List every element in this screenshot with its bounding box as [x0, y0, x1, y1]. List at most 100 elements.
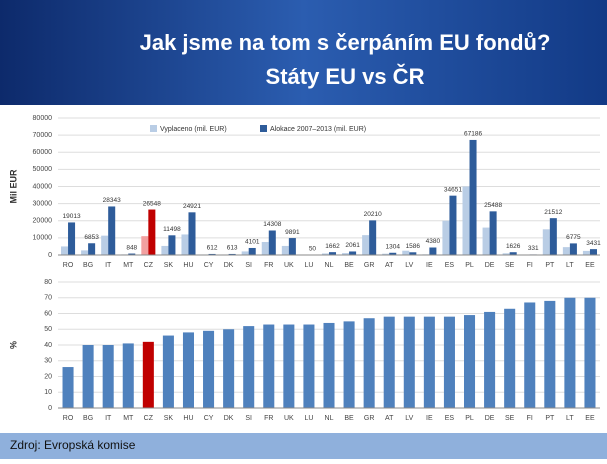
x-tick-label: BE: [344, 415, 354, 422]
bar: [242, 251, 249, 255]
bar: [262, 242, 269, 255]
bar: [563, 247, 570, 255]
bar: [303, 325, 314, 408]
x-tick-label: CZ: [144, 262, 154, 269]
x-tick-label: LT: [566, 415, 574, 422]
x-tick-label: SI: [245, 415, 252, 422]
y-tick-label: 20: [44, 373, 52, 380]
bar: [263, 325, 274, 408]
value-label: 28343: [103, 197, 121, 204]
value-label: 11498: [163, 226, 181, 233]
x-tick-label: CY: [204, 415, 214, 422]
x-tick-label: SK: [164, 262, 174, 269]
x-tick-label: SI: [245, 262, 252, 269]
y-tick-label: 30: [44, 358, 52, 365]
y-tick-label: 10000: [33, 235, 53, 242]
legend-label: Vyplaceno (mil. EUR): [160, 126, 227, 133]
bar: [68, 222, 75, 255]
value-label: 613: [227, 245, 238, 252]
y-tick-label: 80000: [33, 115, 53, 122]
bar: [384, 317, 395, 408]
x-tick-label: MT: [123, 415, 134, 422]
value-label: 1626: [506, 243, 521, 250]
y-tick-label: 20000: [33, 218, 53, 225]
x-tick-label: PL: [465, 415, 474, 422]
value-label: 26548: [143, 200, 161, 207]
bar: [544, 301, 555, 408]
bar: [108, 206, 115, 255]
bar: [583, 251, 590, 255]
x-tick-label: SE: [505, 415, 515, 422]
bar: [349, 251, 356, 255]
value-label: 1586: [406, 243, 421, 250]
y-tick-label: 60000: [33, 149, 53, 156]
x-tick-label: DE: [485, 415, 495, 422]
bar: [249, 248, 256, 255]
x-tick-label: UK: [284, 262, 294, 269]
y-tick-label: 50000: [33, 166, 53, 173]
y-tick-label: 70000: [33, 132, 53, 139]
x-tick-label: FI: [527, 415, 533, 422]
x-tick-label: UK: [284, 415, 294, 422]
bar: [101, 236, 108, 255]
x-tick-label: MT: [123, 262, 134, 269]
x-tick-label: NL: [325, 415, 334, 422]
value-label: 34651: [444, 186, 462, 193]
bar: [590, 249, 597, 255]
bar: [103, 345, 114, 408]
value-label: 14308: [263, 221, 281, 228]
bar: [61, 246, 68, 255]
x-tick-label: HU: [183, 262, 193, 269]
x-tick-label: LT: [566, 262, 574, 269]
bar: [550, 218, 557, 255]
x-tick-label: EE: [585, 262, 595, 269]
x-tick-label: SE: [505, 262, 515, 269]
bar: [168, 235, 175, 255]
value-label: 24921: [183, 203, 201, 210]
bar: [323, 323, 334, 408]
x-tick-label: DK: [224, 415, 234, 422]
x-tick-label: PT: [545, 262, 555, 269]
value-label: 6775: [566, 234, 581, 241]
y-tick-label: 60: [44, 310, 52, 317]
bar: [143, 342, 154, 408]
bar: [424, 317, 435, 408]
bar: [269, 230, 276, 255]
x-tick-label: LV: [405, 262, 413, 269]
x-tick-label: IE: [426, 415, 433, 422]
x-tick-label: PT: [545, 415, 555, 422]
bar: [141, 236, 148, 255]
y-tick-label: 40000: [33, 183, 53, 190]
bar: [470, 140, 477, 255]
bar: [564, 298, 575, 408]
bar: [584, 298, 595, 408]
y-tick-label: 10: [44, 389, 52, 396]
bar: [282, 246, 289, 255]
value-label: 612: [207, 245, 218, 252]
x-tick-label: AT: [385, 415, 394, 422]
bar: [444, 317, 455, 408]
y-tick-label: 40: [44, 342, 52, 349]
bar: [484, 312, 495, 408]
value-label: 4101: [245, 239, 260, 246]
legend-swatch: [260, 125, 267, 132]
x-tick-label: LU: [304, 415, 313, 422]
bar: [570, 243, 577, 255]
bar: [504, 309, 515, 408]
bar: [524, 302, 535, 408]
slide: Jak jsme na tom s čerpáním EU fondů? Stá…: [0, 0, 607, 459]
value-label: 67186: [464, 131, 482, 138]
bar: [163, 336, 174, 408]
x-tick-label: CZ: [144, 415, 154, 422]
value-label: 9891: [285, 229, 300, 236]
x-tick-label: DK: [224, 262, 234, 269]
x-tick-label: RO: [63, 262, 74, 269]
x-tick-label: GR: [364, 415, 375, 422]
x-tick-label: NL: [325, 262, 334, 269]
x-tick-label: GR: [364, 262, 375, 269]
y-tick-label: 0: [48, 405, 52, 412]
x-tick-label: CY: [204, 262, 214, 269]
value-label: 848: [126, 244, 137, 251]
x-tick-label: SK: [164, 415, 174, 422]
bar: [88, 243, 95, 255]
